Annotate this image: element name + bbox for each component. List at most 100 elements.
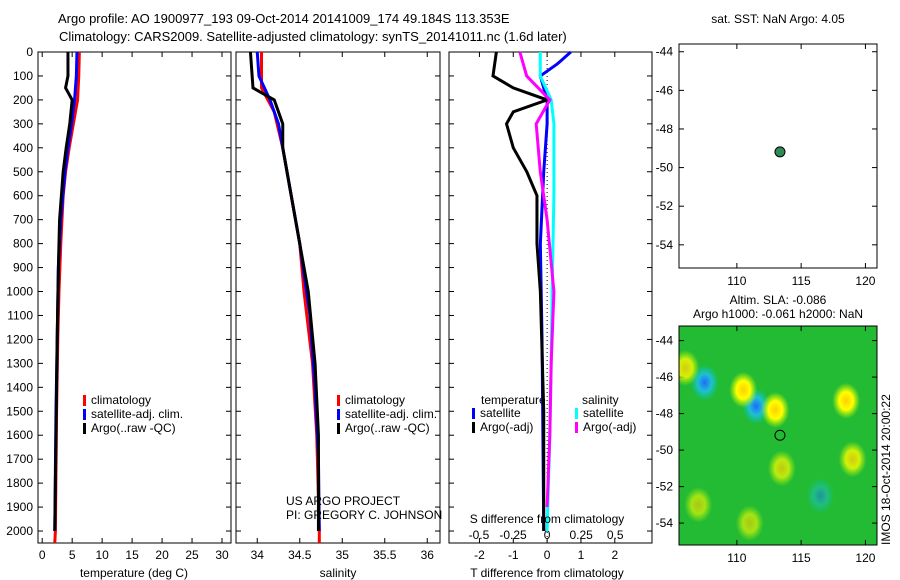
diff-axes-box bbox=[448, 51, 653, 544]
temp-axes-box bbox=[37, 51, 232, 544]
t-diff-legend-swatch bbox=[472, 408, 475, 419]
sla-heatmap-blob bbox=[838, 441, 867, 478]
sla-title-line2: Argo h1000: -0.061 h2000: NaN bbox=[693, 307, 863, 321]
title-line2: Climatology: CARS2009. Satellite-adjuste… bbox=[59, 29, 567, 44]
diff-profile-s-argo-adj- bbox=[518, 51, 556, 508]
sla-heatmap-blob bbox=[729, 371, 758, 408]
depth-tick-label: 1100 bbox=[7, 308, 33, 322]
depth-tick-label: 400 bbox=[13, 141, 33, 155]
temp-x-tick-label: 30 bbox=[215, 548, 229, 562]
legend-title-temperature: temperature bbox=[481, 393, 546, 407]
temp-x-tick-label: 5 bbox=[69, 548, 76, 562]
imos-timestamp-label: IMOS 18-Oct-2014 20:00:22 bbox=[879, 394, 893, 545]
annotation-pi: PI: GREGORY C. JOHNSON bbox=[286, 508, 442, 522]
temp-legend-label: climatology bbox=[91, 393, 151, 407]
sst-map-y-tick-label: -52 bbox=[656, 199, 674, 213]
s-diff-tick-label: 0.5 bbox=[607, 528, 624, 542]
sla-heatmap-blob bbox=[767, 450, 796, 487]
sst-map-x-tick-label: 115 bbox=[792, 274, 811, 288]
depth-tick-label: 900 bbox=[13, 261, 33, 275]
sla-title-line1: Altim. SLA: -0.086 bbox=[730, 293, 827, 307]
s-diff-tick-label: 0 bbox=[544, 528, 551, 542]
sst-map-y-tick-label: -48 bbox=[656, 122, 674, 136]
sla-map-y-tick-label: -50 bbox=[656, 443, 674, 457]
sal-profile-climatology bbox=[260, 52, 321, 543]
sal-x-tick-label: 35.5 bbox=[373, 548, 397, 562]
depth-tick-label: 1200 bbox=[6, 332, 33, 346]
s-diff-legend-swatch bbox=[575, 422, 578, 433]
s-diff-legend-swatch bbox=[575, 408, 578, 419]
annotation-project: US ARGO PROJECT bbox=[286, 494, 401, 508]
s-diff-legend-label: Argo(-adj) bbox=[583, 420, 636, 434]
diff-x-tick-label: 1 bbox=[578, 548, 585, 562]
depth-tick-label: 300 bbox=[13, 117, 33, 131]
sla-map-y-tick-label: -54 bbox=[656, 516, 674, 530]
sla-map-x-tick-label: 115 bbox=[792, 551, 811, 565]
argo-position-marker bbox=[774, 146, 786, 158]
depth-tick-label: 1900 bbox=[6, 500, 33, 514]
sal-legend-swatch bbox=[337, 409, 340, 420]
sal-x-tick-label: 35 bbox=[336, 548, 350, 562]
temp-legend-label: satellite-adj. clim. bbox=[91, 407, 183, 421]
sla-map-y-tick-label: -44 bbox=[656, 334, 674, 348]
temp-profile-argo-raw-qc- bbox=[53, 52, 74, 532]
sla-heatmap-blob bbox=[832, 382, 861, 419]
sla-map-x-tick-label: 110 bbox=[727, 551, 746, 565]
temp-legend-swatch bbox=[83, 409, 86, 420]
sla-map-y-tick-label: -46 bbox=[656, 370, 674, 384]
sal-axes-box bbox=[235, 51, 441, 544]
diff-x-tick-label: -1 bbox=[508, 548, 519, 562]
temp-x-tick-label: 25 bbox=[185, 548, 199, 562]
sal-x-tick-label: 36 bbox=[421, 548, 435, 562]
temp-x-tick-label: 0 bbox=[39, 548, 46, 562]
sla-heatmap-blob bbox=[684, 486, 713, 523]
depth-tick-label: 600 bbox=[13, 189, 33, 203]
temp-x-axis-label: temperature (deg C) bbox=[80, 566, 188, 580]
argo-position-marker-sla bbox=[774, 429, 786, 441]
sla-heatmap-background bbox=[679, 326, 877, 545]
legend-title-salinity: salinity bbox=[582, 393, 619, 407]
t-diff-legend-swatch bbox=[472, 422, 475, 433]
temp-legend-swatch bbox=[83, 423, 86, 434]
depth-tick-label: 2000 bbox=[6, 524, 33, 538]
depth-tick-label: 700 bbox=[13, 213, 33, 227]
diff-x-tick-label: 2 bbox=[611, 548, 618, 562]
depth-tick-label: 100 bbox=[13, 69, 33, 83]
s-diff-tick-label: 0.25 bbox=[569, 528, 593, 542]
temp-x-tick-label: 10 bbox=[95, 548, 109, 562]
depth-tick-label: 1600 bbox=[6, 428, 33, 442]
sal-legend-label: satellite-adj. clim. bbox=[345, 407, 437, 421]
depth-tick-label: 1700 bbox=[6, 452, 33, 466]
depth-tick-label: 1500 bbox=[6, 404, 33, 418]
s-diff-legend-label: satellite bbox=[583, 406, 624, 420]
sal-legend-swatch bbox=[337, 395, 340, 406]
t-diff-legend-label: Argo(-adj) bbox=[480, 420, 533, 434]
s-diff-tick-label: -0.25 bbox=[499, 528, 527, 542]
depth-tick-label: 1400 bbox=[6, 380, 33, 394]
sal-profile-argo-raw-qc- bbox=[248, 51, 320, 532]
temp-legend-label: Argo(..raw -QC) bbox=[91, 421, 176, 435]
t-diff-legend-label: satellite bbox=[480, 406, 521, 420]
diff-x-tick-label: -2 bbox=[474, 548, 485, 562]
temp-legend-swatch bbox=[83, 395, 86, 406]
t-diff-axis-label: T difference from climatology bbox=[470, 566, 624, 580]
depth-tick-label: 0 bbox=[26, 45, 33, 59]
depth-tick-label: 800 bbox=[13, 237, 33, 251]
sst-map-box bbox=[678, 43, 878, 269]
sst-map-y-tick-label: -46 bbox=[656, 83, 674, 97]
sal-legend-label: Argo(..raw -QC) bbox=[345, 421, 430, 435]
sst-map-x-tick-label: 110 bbox=[727, 274, 746, 288]
depth-tick-label: 1000 bbox=[6, 285, 33, 299]
sla-heatmap-cells bbox=[679, 349, 867, 542]
depth-tick-label: 1800 bbox=[6, 476, 33, 490]
title-line1: Argo profile: AO 1900977_193 09-Oct-2014… bbox=[58, 11, 510, 26]
s-diff-axis-label: S difference from climatology bbox=[470, 512, 625, 526]
sla-heatmap-blob bbox=[761, 391, 790, 428]
sal-x-tick-label: 34.5 bbox=[288, 548, 312, 562]
sst-map-y-tick-label: -50 bbox=[656, 161, 674, 175]
temp-x-tick-label: 20 bbox=[155, 548, 169, 562]
sal-legend-label: climatology bbox=[345, 393, 405, 407]
sal-x-axis-label: salinity bbox=[320, 566, 357, 580]
sal-profile-satellite-adj-clim- bbox=[255, 51, 321, 532]
